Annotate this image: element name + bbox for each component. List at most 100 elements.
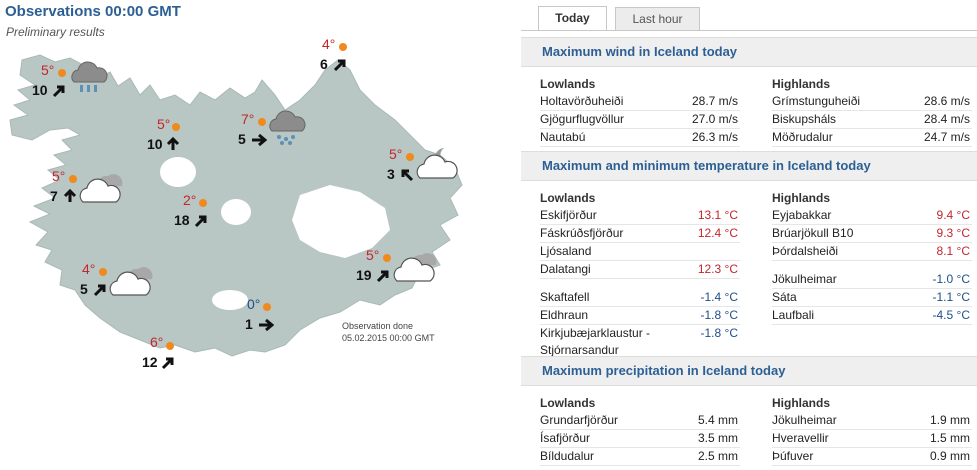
station-temperature: 5° xyxy=(41,62,55,78)
precipitation-value: 1.9 mm xyxy=(929,413,970,427)
station-wind-speed: 3 xyxy=(387,166,395,182)
observation-timestamp: Observation done 05.02.2015 00:00 GMT xyxy=(342,320,435,344)
table-row: Hveravellir 1.5 mm xyxy=(772,430,972,448)
station-marker[interactable]: 5° 10 xyxy=(143,116,253,176)
station-name: Eskifjörður xyxy=(540,208,597,222)
table-row: Jökulheimar 1.9 mm xyxy=(772,412,972,430)
map-subtitle: Preliminary results xyxy=(6,25,105,39)
cloud-snow-icon xyxy=(269,110,306,145)
station-dot xyxy=(58,69,66,77)
table-row: Laufbali -4.5 °C xyxy=(772,307,972,325)
table-row: Jökulheimar -1.0 °C xyxy=(772,271,972,289)
station-temperature: 5° xyxy=(52,168,66,184)
station-temperature: 5° xyxy=(157,116,171,132)
station-wind-speed: 6 xyxy=(320,56,328,72)
precipitation-highlands: Highlands Jökulheimar 1.9 mm Hveravellir 1… xyxy=(772,394,972,466)
glacier-hofsjokull xyxy=(221,199,251,225)
station-dot xyxy=(69,175,77,183)
wind-arrow-icon xyxy=(63,189,77,202)
temperature-highlands: Highlands Eyjabakkar 9.4 °C Brúarjökull B… xyxy=(772,189,972,325)
station-dot xyxy=(339,43,347,51)
station-dot xyxy=(258,118,266,126)
table-row: Þúfuver 0.9 mm xyxy=(772,448,972,466)
station-marker[interactable]: 0° 1 xyxy=(236,296,346,356)
station-wind-speed: 1 xyxy=(245,316,253,332)
station-name: Ísafjörður xyxy=(540,431,591,445)
max-temperature-value: 9.4 °C xyxy=(936,208,970,222)
station-dot xyxy=(172,123,180,131)
station-temperature: 2° xyxy=(183,192,197,208)
table-row: Grundarfjörður 5.4 mm xyxy=(540,412,740,430)
station-marker[interactable]: 5° 19 xyxy=(354,247,464,307)
table-row: Þórdalsheiði 8.1 °C xyxy=(772,243,972,261)
station-temperature: 5° xyxy=(366,247,380,263)
wind-value: 28.7 m/s xyxy=(691,94,738,108)
station-name: Dalatangi xyxy=(540,262,591,276)
station-marker[interactable]: 5° 10 xyxy=(28,61,138,122)
glacier-langjokull xyxy=(160,157,196,187)
station-dot xyxy=(199,199,207,207)
min-temperature-value: -1.1 °C xyxy=(932,290,970,304)
station-name: Biskupsháls xyxy=(772,112,837,126)
max-temperature-value: 12.4 °C xyxy=(697,226,738,240)
wind-arrow-icon xyxy=(401,169,414,182)
station-temperature: 4° xyxy=(322,36,336,52)
min-temperature-value: -1.0 °C xyxy=(932,272,970,286)
wind-arrow-icon xyxy=(376,270,389,283)
wind-value: 26.3 m/s xyxy=(691,130,738,144)
glacier-vatnajokull xyxy=(292,185,390,258)
station-marker[interactable]: 7° 5 xyxy=(228,110,338,171)
table-row: Grímstunguheiði 28.6 m/s xyxy=(772,93,972,111)
wind-arrow-icon xyxy=(166,137,180,150)
table-row: Ljósaland xyxy=(540,243,740,261)
station-marker[interactable]: 5° 7 xyxy=(40,168,150,228)
temperature-lowlands: Lowlands Eskifjörður 13.1 °C Fáskrúðsfjör… xyxy=(540,189,740,360)
wind-value: 27.0 m/s xyxy=(691,112,738,126)
station-marker[interactable]: 2° 18 xyxy=(172,192,282,252)
highlands-heading: Highlands xyxy=(772,77,831,91)
station-name: Nautabú xyxy=(540,130,586,144)
moon-cloud-icon xyxy=(416,148,458,179)
cloud-icon xyxy=(393,253,437,282)
station-wind-speed: 12 xyxy=(142,354,158,370)
station-name: Gjögurflugvöllur xyxy=(540,112,625,126)
table-row: Nautabú 26.3 m/s xyxy=(540,129,740,147)
wind-arrow-icon xyxy=(259,318,274,332)
station-temperature: 6° xyxy=(150,334,164,350)
tab-today[interactable]: Today xyxy=(538,6,607,31)
station-marker[interactable]: 4° 5 xyxy=(70,261,180,321)
map-title: Observations 00:00 GMT xyxy=(5,3,181,20)
precipitation-section: Maximum precipitation in Iceland today L… xyxy=(521,356,977,466)
cloud-icon xyxy=(109,267,153,296)
tab-bar: Today Last hour xyxy=(521,0,977,31)
station-name: Þórdalsheiði xyxy=(772,244,839,258)
table-row: Skaftafell -1.4 °C xyxy=(540,289,740,307)
max-temperature-value: 13.1 °C xyxy=(697,208,738,222)
wind-arrow-icon xyxy=(194,215,207,228)
precipitation-lowlands: Lowlands Grundarfjörður 5.4 mm Ísafjörður… xyxy=(540,394,740,466)
table-row: Holtavörðuheiði 28.7 m/s xyxy=(540,93,740,111)
wind-arrow-icon xyxy=(52,85,65,98)
tab-last-hour[interactable]: Last hour xyxy=(615,7,700,30)
station-marker[interactable]: 5° 3 xyxy=(376,146,486,206)
station-name: Þúfuver xyxy=(772,449,814,463)
station-wind-speed: 7 xyxy=(50,188,58,204)
wind-section-title: Maximum wind in Iceland today xyxy=(521,37,977,67)
precipitation-value: 5.4 mm xyxy=(697,413,738,427)
station-wind-speed: 10 xyxy=(147,136,163,152)
precipitation-value: 3.5 mm xyxy=(697,431,738,445)
station-name: Grundarfjörður xyxy=(540,413,619,427)
observation-map-panel: Observations 00:00 GMT Preliminary resul… xyxy=(5,3,486,394)
table-row: Eskifjörður 13.1 °C xyxy=(540,207,740,225)
station-temperature: 7° xyxy=(241,111,255,127)
station-marker[interactable]: 6° 12 xyxy=(140,334,250,394)
station-marker[interactable]: 4° 6 xyxy=(310,36,420,96)
precipitation-section-title: Maximum precipitation in Iceland today xyxy=(521,356,977,386)
table-row: Eyjabakkar 9.4 °C xyxy=(772,207,972,225)
spacer xyxy=(772,261,972,271)
station-name: Laufbali xyxy=(772,308,815,322)
wind-arrow-icon xyxy=(161,357,174,370)
observation-done-label: Observation done xyxy=(342,321,414,331)
station-name: Möðrudalur xyxy=(772,130,833,144)
station-wind-speed: 5 xyxy=(80,281,88,297)
